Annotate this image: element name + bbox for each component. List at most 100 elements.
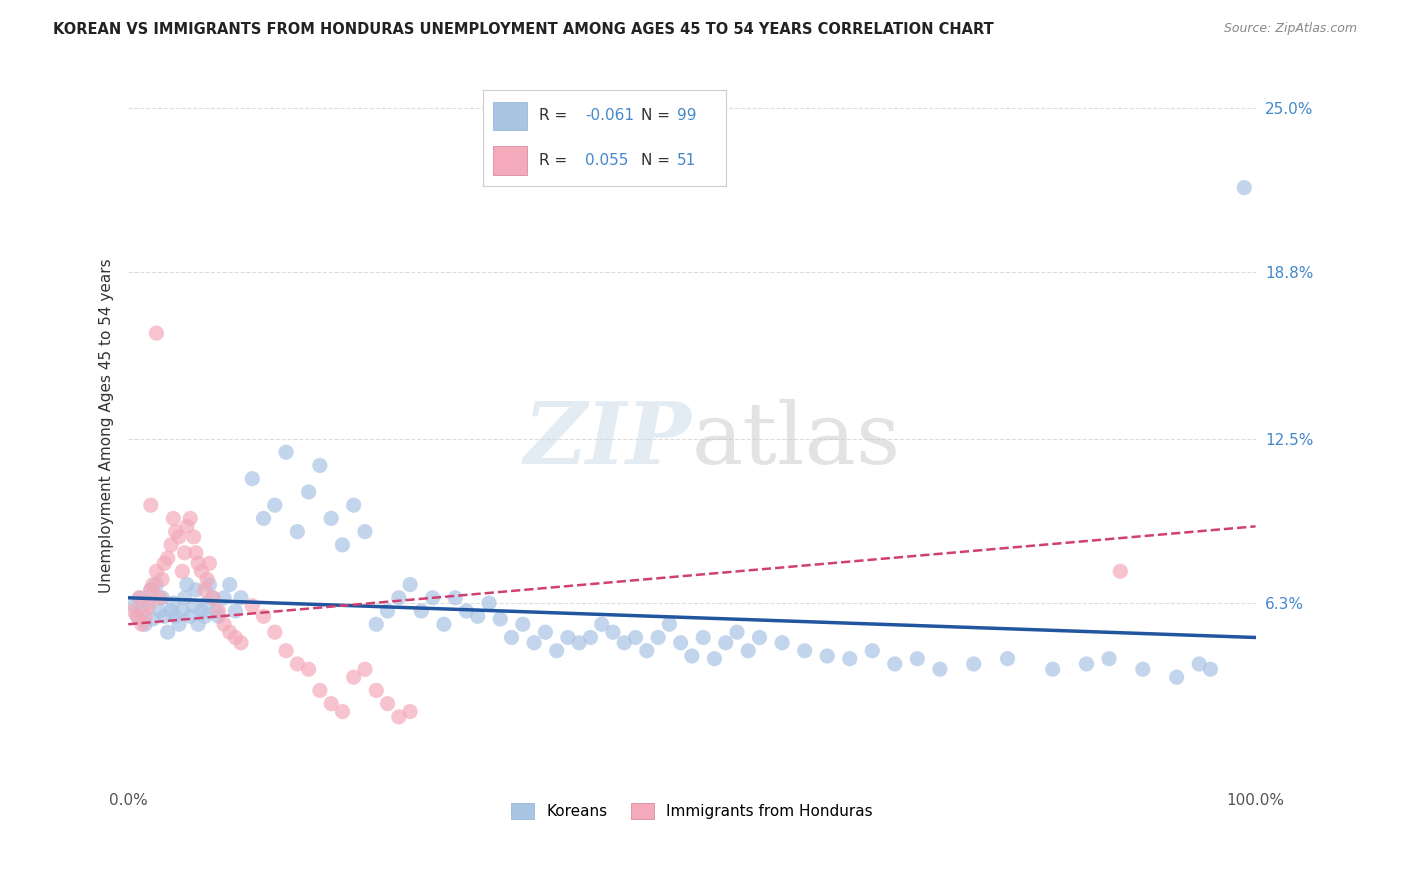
Point (714, 636, 737, 650)
Point (1076, 657, 1098, 671)
Point (167, 530, 190, 544)
Point (156, 551, 179, 566)
Text: atlas: atlas (692, 399, 901, 482)
Point (860, 644, 883, 658)
Point (229, 636, 252, 650)
Point (1098, 651, 1121, 665)
Point (150, 572, 173, 586)
Point (252, 609, 274, 624)
Point (748, 631, 770, 645)
Point (658, 617, 681, 632)
Point (963, 657, 986, 671)
Point (145, 326, 167, 340)
Point (285, 657, 308, 671)
Point (838, 651, 860, 665)
Point (263, 625, 285, 640)
Point (212, 591, 235, 605)
Point (142, 577, 165, 591)
Point (399, 705, 422, 719)
Point (512, 167, 534, 181)
Point (153, 557, 176, 571)
Point (167, 617, 190, 632)
Point (737, 644, 759, 658)
Point (201, 591, 224, 605)
Point (377, 697, 399, 711)
Text: Source: ZipAtlas.com: Source: ZipAtlas.com (1223, 22, 1357, 36)
Point (139, 582, 162, 597)
Point (150, 591, 173, 605)
Point (1132, 662, 1154, 676)
Point (138, 596, 160, 610)
Point (444, 591, 467, 605)
Point (252, 511, 274, 525)
Point (142, 612, 165, 626)
Point (354, 662, 377, 676)
Point (883, 657, 905, 671)
Point (176, 577, 198, 591)
Point (172, 565, 194, 579)
Point (201, 591, 224, 605)
Point (198, 557, 221, 571)
Point (321, 697, 343, 711)
Point (184, 582, 207, 597)
Point (187, 617, 209, 632)
Point (343, 498, 366, 512)
Point (411, 604, 433, 618)
Point (489, 612, 512, 626)
Point (815, 648, 838, 663)
Point (579, 631, 602, 645)
Point (122, 604, 145, 618)
Point (173, 591, 195, 605)
Point (557, 631, 579, 645)
Point (1166, 670, 1188, 684)
Point (298, 662, 321, 676)
Point (149, 591, 172, 605)
Point (399, 577, 422, 591)
Point (122, 599, 145, 613)
Point (681, 648, 703, 663)
Point (905, 651, 928, 665)
Point (274, 445, 297, 459)
Point (183, 599, 205, 613)
Point (195, 572, 218, 586)
Point (128, 591, 150, 605)
Point (422, 591, 444, 605)
Point (647, 631, 669, 645)
Point (692, 631, 714, 645)
Point (131, 617, 153, 632)
Point (240, 599, 263, 613)
Point (194, 609, 217, 624)
Point (128, 591, 150, 605)
Point (160, 538, 183, 552)
Point (624, 631, 647, 645)
Point (309, 458, 332, 473)
Point (195, 596, 218, 610)
Point (173, 546, 195, 560)
Point (602, 625, 624, 640)
Point (160, 604, 183, 618)
Point (184, 546, 207, 560)
Point (224, 604, 246, 618)
Point (179, 609, 201, 624)
Point (512, 617, 534, 632)
Text: KOREAN VS IMMIGRANTS FROM HONDURAS UNEMPLOYMENT AMONG AGES 45 TO 54 YEARS CORREL: KOREAN VS IMMIGRANTS FROM HONDURAS UNEMP… (53, 22, 994, 37)
Point (194, 582, 217, 597)
Y-axis label: Unemployment Among Ages 45 to 54 years: Unemployment Among Ages 45 to 54 years (100, 259, 114, 593)
Point (172, 604, 194, 618)
Point (366, 683, 388, 698)
Point (703, 651, 725, 665)
Point (212, 617, 235, 632)
Point (229, 591, 252, 605)
Point (1042, 662, 1064, 676)
Point (274, 644, 297, 658)
Point (165, 524, 187, 539)
Point (240, 472, 263, 486)
Point (501, 631, 523, 645)
Point (332, 705, 354, 719)
Point (1233, 180, 1256, 194)
Point (467, 609, 489, 624)
Point (218, 577, 240, 591)
Point (591, 617, 613, 632)
Point (131, 604, 153, 618)
Point (534, 625, 557, 640)
